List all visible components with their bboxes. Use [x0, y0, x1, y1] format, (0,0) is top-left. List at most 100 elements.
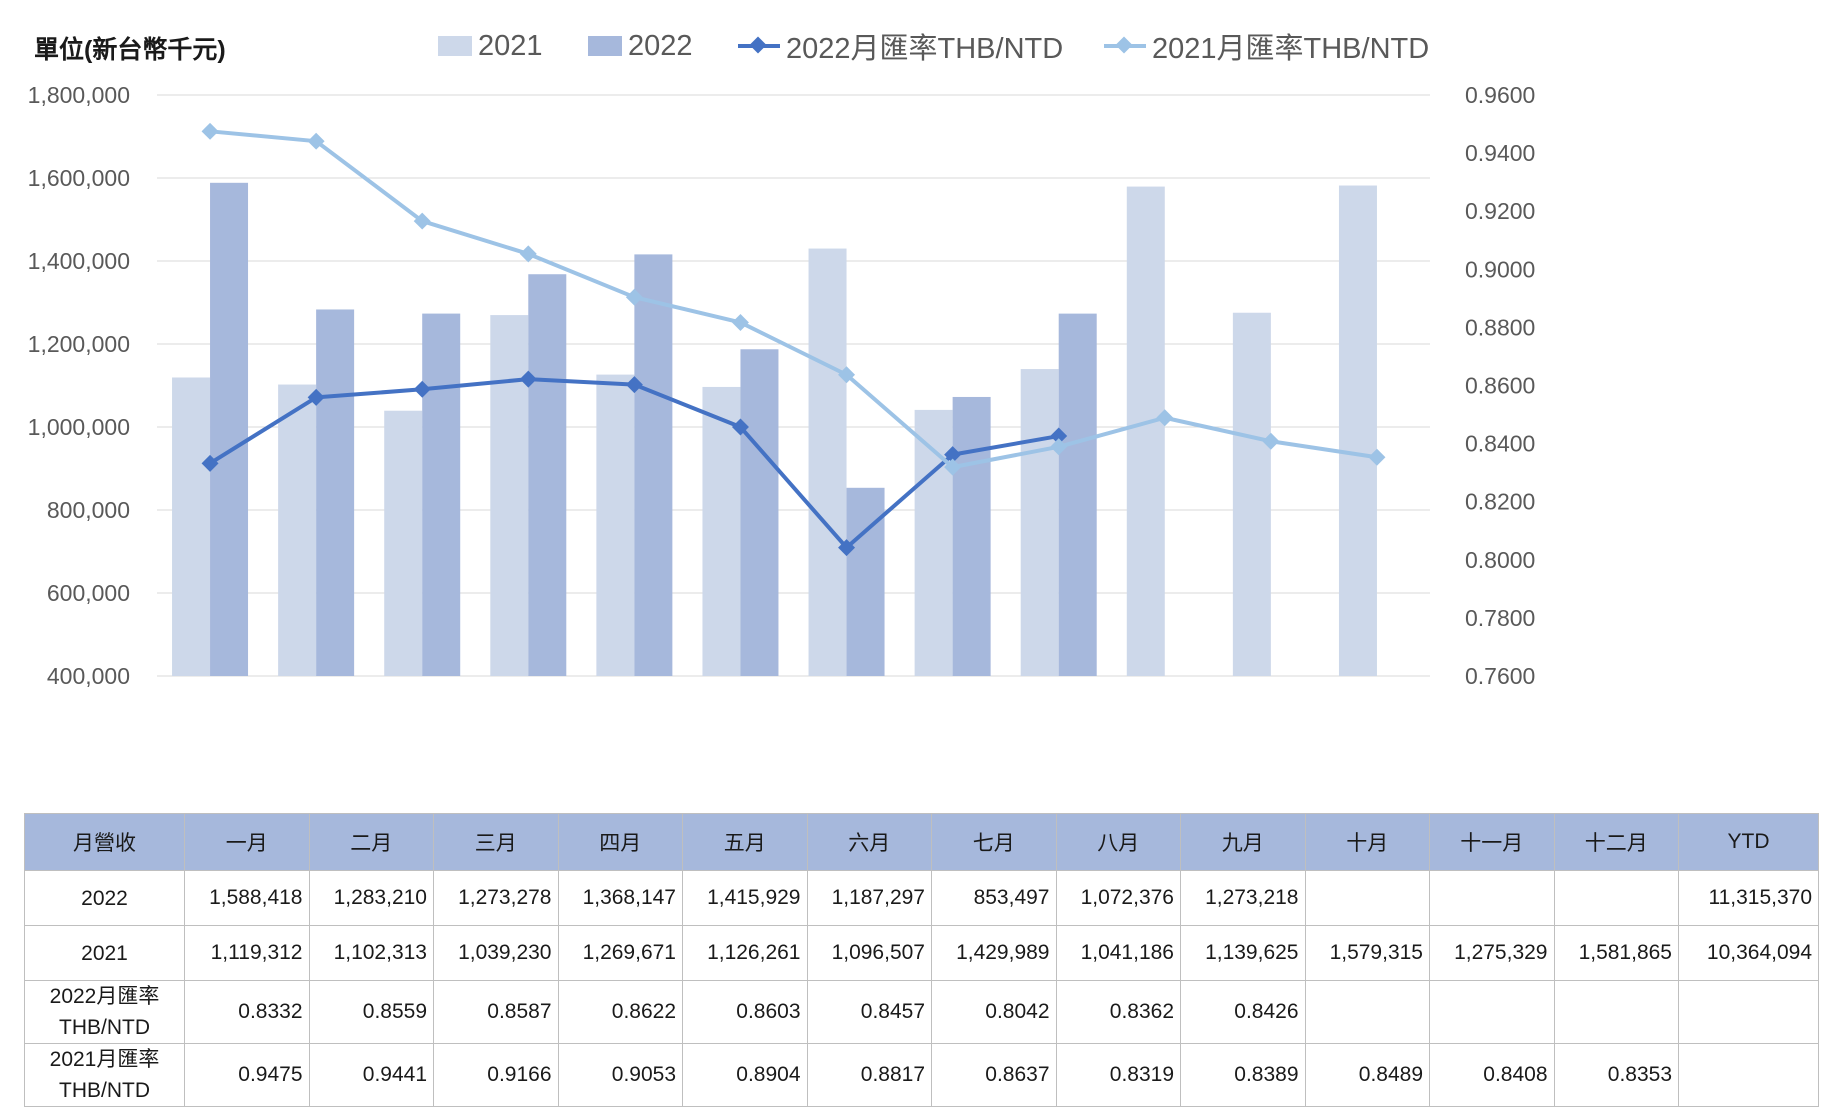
legend-item-2022: 2022: [588, 28, 693, 64]
bar-2021: [384, 410, 423, 676]
table-header-month: 九月: [1180, 813, 1306, 871]
table-header-month: 八月: [1055, 813, 1181, 871]
table-row: 2021 1,119,312 1,102,313 1,039,230 1,269,671…: [24, 925, 1819, 981]
combo-chart: 單位(新台幣千元) 2021 2022 2022月匯率THB/NTD 2021月…: [28, 28, 1536, 690]
table-cell: 1,139,625: [1180, 925, 1306, 981]
bar-2021: [702, 386, 741, 676]
table-header-ytd: YTD: [1678, 813, 1819, 871]
y-right-tick-label: 0.8000: [1465, 547, 1535, 573]
table-cell: 0.8637: [931, 1043, 1057, 1107]
table-cell: 0.8426: [1180, 980, 1306, 1044]
y-left-tick-label: 1,200,000: [28, 331, 130, 357]
y-right-tick-label: 0.9000: [1465, 256, 1535, 282]
line-marker-2021-rate: [625, 288, 643, 306]
y-right-tick-label: 0.8400: [1465, 431, 1535, 457]
table-body: 2022 1,588,418 1,283,210 1,273,278 1,368,147…: [24, 870, 1819, 1107]
table-cell: 853,497: [931, 870, 1057, 926]
table-header-month: 十一月: [1429, 813, 1555, 871]
table-cell: 1,273,278: [433, 870, 559, 926]
table-cell: 0.8332: [184, 980, 310, 1044]
table-cell: 1,429,989: [931, 925, 1057, 981]
table-cell: [1553, 870, 1679, 926]
y-left-tick-label: 400,000: [47, 663, 130, 689]
bar-2021: [1232, 312, 1271, 676]
table-cell: 1,269,671: [557, 925, 683, 981]
bar-2022: [740, 349, 779, 676]
table-cell: 0.8559: [308, 980, 434, 1044]
line-marker-2022-rate: [519, 370, 537, 388]
bar-2021: [808, 248, 847, 676]
y-right-tick-label: 0.9400: [1465, 140, 1535, 166]
legend-item-2022-rate: 2022月匯率THB/NTD: [738, 28, 1063, 65]
bar-2022: [316, 309, 355, 676]
table-cell: 1,588,418: [184, 870, 310, 926]
y-left-tick-label: 600,000: [47, 580, 130, 606]
y-left-tick-label: 1,400,000: [28, 248, 130, 274]
y-left-tick-label: 1,600,000: [28, 165, 130, 191]
table-cell: 1,041,186: [1055, 925, 1181, 981]
legend-item-2021-rate: 2021月匯率THB/NTD: [1104, 28, 1429, 65]
table-cell: 1,581,865: [1553, 925, 1679, 981]
table-header-month: 三月: [433, 813, 559, 871]
unit-label: 單位(新台幣千元): [34, 36, 226, 64]
bar-2022: [952, 396, 991, 676]
table-corner-header: 月營收: [24, 813, 185, 871]
table-cell: 0.8587: [433, 980, 559, 1044]
line-marker-2022-rate: [413, 380, 431, 398]
line-marker-2022-rate: [307, 388, 325, 406]
legend-swatch-2021-rate: [1104, 36, 1146, 56]
table-cell: 1,283,210: [308, 870, 434, 926]
table-row-header-line: THB/NTD: [59, 1079, 150, 1102]
table-cell: 0.8353: [1553, 1043, 1679, 1107]
table-header-month: 七月: [931, 813, 1057, 871]
table-header-month: 五月: [682, 813, 808, 871]
bar-2021: [1020, 369, 1059, 676]
bar-2022: [422, 313, 461, 676]
y-right-tick-label: 0.9200: [1465, 198, 1535, 224]
line-marker-2021-rate: [519, 245, 537, 263]
table-header-month: 十二月: [1553, 813, 1679, 871]
table-cell: 1,102,313: [308, 925, 434, 981]
table-header-month: 四月: [557, 813, 683, 871]
table-cell: 0.8817: [806, 1043, 932, 1107]
y-left-tick-label: 1,800,000: [28, 82, 130, 108]
table-cell: 1,072,376: [1055, 870, 1181, 926]
legend-item-2021: 2021: [438, 28, 543, 64]
y-right-tick-label: 0.7600: [1465, 663, 1535, 689]
table-cell: 1,275,329: [1429, 925, 1555, 981]
legend-label-2021: 2021: [478, 29, 543, 62]
table-row-header: 2022: [24, 870, 185, 926]
table-cell: 0.8904: [682, 1043, 808, 1107]
y-right-tick-label: 0.8800: [1465, 314, 1535, 340]
table-cell: 1,039,230: [433, 925, 559, 981]
y-right-tick-label: 0.8600: [1465, 373, 1535, 399]
table-cell: 1,368,147: [557, 870, 683, 926]
table-cell: [1553, 980, 1679, 1044]
bar-2021: [172, 377, 211, 676]
table-cell: 0.8457: [806, 980, 932, 1044]
y-right-tick-label: 0.7800: [1465, 605, 1535, 631]
table-row-header-line: 2022: [81, 886, 128, 910]
table-cell: 0.8389: [1180, 1043, 1306, 1107]
table-row: 2021月匯率 THB/NTD 0.9475 0.9441 0.9166 0.9053 0.…: [24, 1043, 1819, 1107]
table-cell: 1,187,297: [806, 870, 932, 926]
bar-2022: [1058, 313, 1097, 676]
chart-plot-area: 400,000 600,000 800,000 1,000,000 1,200,000 1…: [28, 82, 1536, 689]
table-header-month: 一月: [184, 813, 310, 871]
table-row-header: 2021月匯率 THB/NTD: [24, 1043, 185, 1107]
bar-2022: [846, 487, 885, 676]
bar-2021: [278, 384, 317, 676]
legend-swatch-2021: [438, 36, 472, 56]
bar-2021: [1338, 185, 1377, 676]
table-cell: 1,273,218: [1180, 870, 1306, 926]
table-cell: 1,119,312: [184, 925, 310, 981]
legend-label-2022: 2022: [628, 29, 693, 62]
table-cell: 1,126,261: [682, 925, 808, 981]
table-row: 2022 1,588,418 1,283,210 1,273,278 1,368,147…: [24, 870, 1819, 926]
legend-swatch-2022: [588, 36, 622, 56]
table-cell: [1429, 870, 1555, 926]
y-left-tick-label: 800,000: [47, 497, 130, 523]
table-cell: [1304, 870, 1430, 926]
table-cell: [1678, 1043, 1819, 1107]
table-cell: 11,315,370: [1678, 870, 1819, 926]
